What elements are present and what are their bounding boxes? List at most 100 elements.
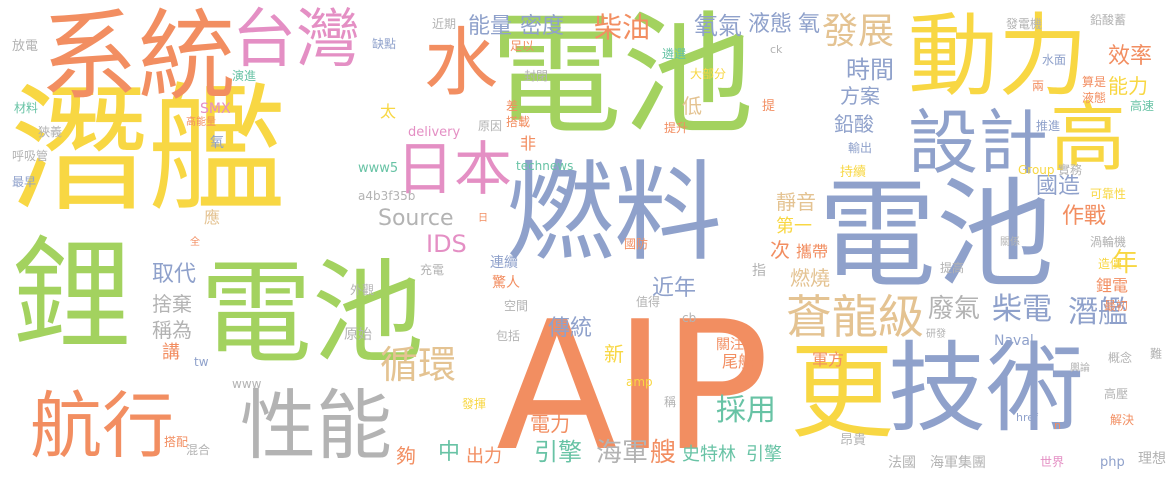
word-fangdian: 放電 [12,39,39,54]
word-dazai: 搭載 [506,115,531,129]
word-xiayi: 狹義 [38,125,63,139]
word-kongjian: 空間 [504,299,529,313]
word-sheji: 設計 [908,102,1048,184]
word-xiaolv: 效率 [1108,44,1153,69]
word-chaidian: 柴電 [992,292,1052,327]
word-dianchi-left: 電池 [200,249,424,379]
word-chuantong: 傳統 [548,316,593,341]
word-baokuo: 包括 [496,329,521,343]
word-caiyong: 採用 [716,393,776,428]
word-dabufen: 大部分 [690,67,727,81]
word-shui: 水 [424,20,498,106]
word-jinnian: 近年 [652,276,697,301]
word-fazhan: 發展 [822,11,895,52]
word-yu: 輿論 [1070,363,1090,374]
word-www5: www5 [358,161,399,176]
word-chenghuo: 稱 [664,395,677,409]
word-guofang: 國防 [624,237,649,251]
word-cha: 差 [506,99,519,113]
word-zhenze: 遴選 [662,47,687,61]
word-ranshao: 燃燒 [790,266,830,290]
word-jian: 艘 [650,438,677,468]
word-angui: 昂貴 [840,433,867,448]
word-delivery: delivery [408,125,461,140]
word-chongdian: 充電 [420,263,445,277]
word-qiansuan: 鉛酸 [834,112,874,136]
word-ids: IDS [426,230,467,258]
word-feiqi: 廢氣 [928,294,981,324]
word-yuanyin: 原因 [478,119,503,133]
word-lidian: 鋰電 [1096,276,1129,295]
word-tw: tw [194,355,209,369]
word-gaoya: 高壓 [1104,387,1129,401]
word-chixu: 持續 [840,165,867,180]
word-gaonengdi: 高能量 [186,117,216,128]
word-group: Group [1018,163,1055,177]
word-geng: 更 [790,331,895,453]
word-dianchi-center: 電池 [490,0,754,153]
word-dianli: 電力 [530,412,570,436]
word-shiwu: 實務 [1058,163,1083,177]
word-hunhe: 混合 [186,443,211,457]
word-yinqing2: 引擎 [746,444,782,465]
word-quan: 全 [190,237,200,248]
word-waiguan: 外觀 [350,283,375,297]
word-tisheng: 提升 [664,121,689,135]
word-ti: 提 [762,99,776,114]
word-href: href [1016,411,1038,424]
word-zhide: 值得 [636,295,661,309]
word-smx: SMX [200,101,231,117]
word-n: n [1054,419,1061,432]
word-wolunji: 渦輪機 [1090,235,1127,249]
word-nan: 難 [1150,347,1163,361]
word-shuxu: 輸出 [848,141,873,155]
word-xingneng: 性能 [240,381,392,470]
word-jiejue: 解決 [1110,413,1135,427]
word-yanglu: 氧 [210,135,224,151]
word-php: php [1100,455,1125,470]
word-aip: AIP [496,283,770,482]
word-zuozhan: 作戰 [1062,204,1107,229]
word-chaiyou: 柴油 [594,11,651,44]
word-jiang: 講 [162,342,180,363]
word-qianxu: 鉛酸蓄 [1090,13,1127,27]
word-xin: 新 [604,342,624,366]
word-tigao: 提高 [940,261,965,275]
word-jinqi: 近期 [432,17,457,31]
word-haijun: 海軍 [596,438,649,468]
word-cb: cb [682,311,697,325]
word-liang: 兩 [1032,79,1045,93]
word-diyi: 第一 [776,216,812,237]
word-zuichu: 最初 [1104,299,1129,313]
word-tuijin: 推進 [1036,119,1061,133]
word-canglongji: 蒼龍級 [786,290,924,344]
word-kekaoxing: 可靠性 [1090,187,1127,201]
word-shuimian: 水面 [1042,53,1067,67]
word-zuyi: 足以 [510,39,535,53]
word-junfang: 軍方 [812,350,845,369]
word-zaojia: 造價 [1098,257,1123,271]
word-fadianji: 發電機 [1006,17,1043,31]
word-chuli: 出力 [466,446,502,467]
word-lixiang: 理想 [1138,451,1166,467]
word-dianchi-right: 電池 [818,166,1055,304]
word-nengli: 能力 [1108,74,1148,98]
word-lianxu: 連續 [490,255,518,271]
word-source: Source [378,206,454,231]
word-shijie: 世界 [1040,455,1065,469]
word-naval: Naval [994,333,1034,349]
word-jishu: 技術 [888,332,1085,446]
word-yanfa: 研發 [926,329,946,340]
word-xitong: 系統 [40,0,237,114]
word-qianjian: 潛艦 [10,70,287,231]
word-taiwan: 台灣 [232,3,360,77]
word-hangxing: 航行 [30,384,175,468]
word-nengliang: 能量 [468,14,513,39]
word-riben: 日本 [396,135,513,203]
word-fengbi: 封閉 [524,69,549,83]
word-gou: 夠 [396,444,416,468]
word-yinqing: 引擎 [534,438,582,466]
word-fei: 非 [520,134,537,153]
word-zhong: 中 [438,440,461,465]
word-shemqi: 捨棄 [152,292,192,316]
